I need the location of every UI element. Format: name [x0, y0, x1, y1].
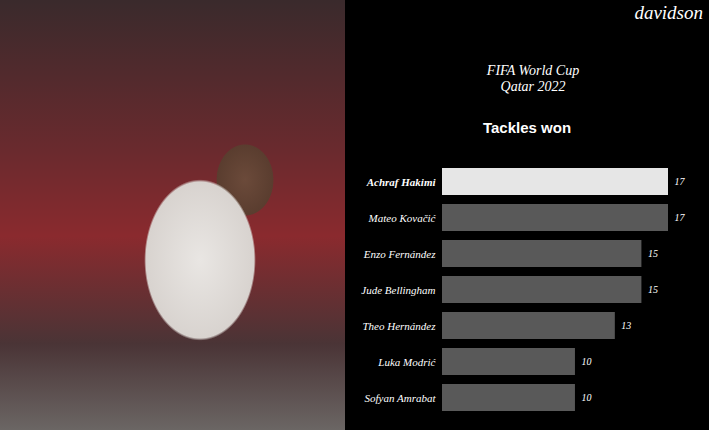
html-text:davidson: davidson — [634, 2, 703, 23]
svg-text:17: 17 — [675, 176, 686, 187]
svg-text:Jude Bellingham: Jude Bellingham — [361, 284, 435, 296]
svg-text:Luka Modrić: Luka Modrić — [377, 356, 436, 368]
svg-text:Theo Hernández: Theo Hernández — [362, 320, 436, 332]
svg-text:10: 10 — [581, 392, 591, 403]
svg-text:15: 15 — [648, 284, 658, 295]
html-text:FIFA World Cup: FIFA World Cup — [486, 63, 580, 78]
html-text:Tackles won: Tackles won — [483, 119, 571, 136]
svg-text:Mateo Kovačić: Mateo Kovačić — [368, 212, 437, 224]
svg-text:13: 13 — [621, 320, 631, 331]
svg-text:15: 15 — [648, 248, 658, 259]
svg-text:Achraf Hakimi: Achraf Hakimi — [366, 176, 437, 188]
html-text:Qatar 2022: Qatar 2022 — [500, 79, 566, 94]
svg-text:10: 10 — [581, 356, 591, 367]
svg-text:Enzo Fernández: Enzo Fernández — [363, 248, 437, 260]
svg-text:Sofyan Amrabat: Sofyan Amrabat — [365, 392, 437, 404]
svg-text:17: 17 — [675, 212, 686, 223]
